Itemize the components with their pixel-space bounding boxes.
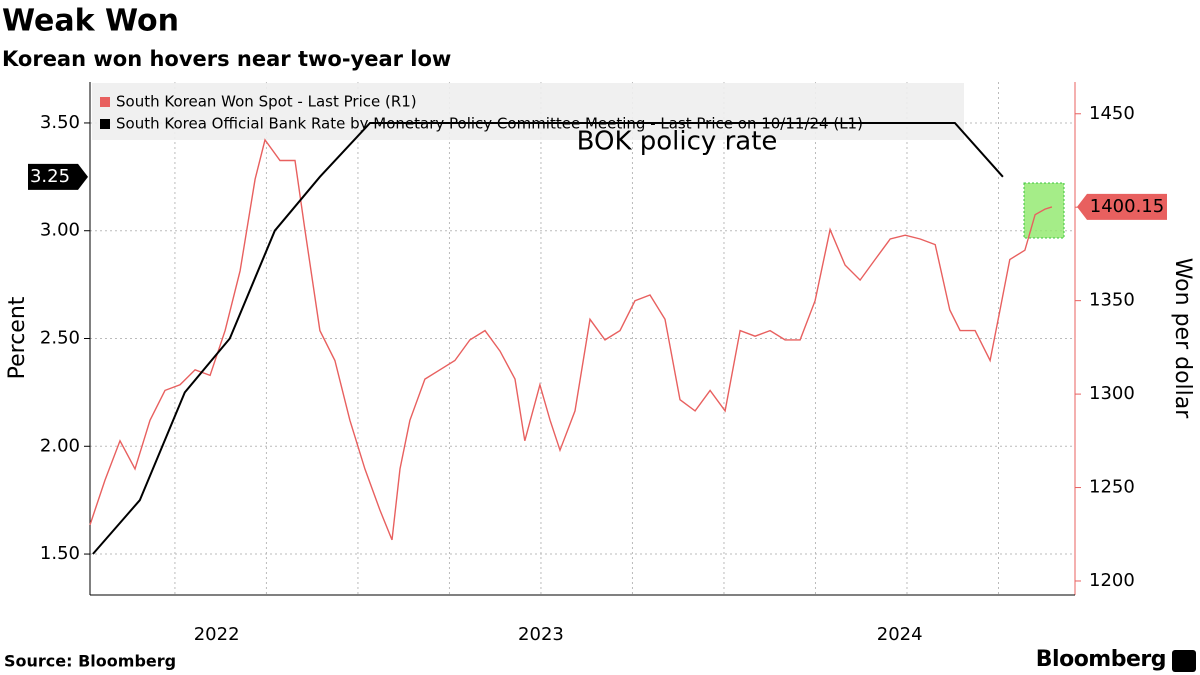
legend-box: [92, 83, 964, 140]
last-value-label: 3.25: [30, 166, 70, 187]
highlight: [1023, 182, 1065, 239]
y-tick-label: 1.50: [40, 543, 80, 564]
y2-tick-label: 1250: [1089, 477, 1135, 498]
y2-axis-label: Won per dollar: [1170, 258, 1195, 420]
x-tick-label: 2022: [194, 624, 240, 645]
y-tick-label: 2.50: [40, 328, 80, 349]
legend-label: South Korean Won Spot - Last Price (R1): [116, 93, 417, 111]
y2-tick-label: 1450: [1089, 103, 1135, 124]
brand: Bloomberg: [1036, 647, 1166, 672]
x-tick-label: 2024: [877, 624, 923, 645]
last-value-box: [28, 163, 88, 190]
chart-title: Weak Won: [2, 4, 179, 39]
rate-line: [92, 122, 1004, 555]
won-line: [89, 138, 1053, 541]
last-value-label: 1400.15: [1090, 196, 1164, 217]
legend-swatch: [100, 97, 110, 107]
y2-tick-label: 1350: [1089, 290, 1135, 311]
annotation: BOK policy rate: [577, 127, 778, 157]
x-tick-label: 2023: [518, 624, 564, 645]
y2-tick-label: 1200: [1089, 570, 1135, 591]
y-axis-label: Percent: [5, 296, 30, 379]
legend-swatch: [100, 119, 110, 129]
brand-icon: [1172, 650, 1196, 672]
y-tick-label: 3.50: [40, 112, 80, 133]
chart-subtitle: Korean won hovers near two-year low: [2, 47, 451, 71]
y-tick-label: 3.00: [40, 220, 80, 241]
last-value-box: [1077, 193, 1167, 220]
y-tick-label: 2.00: [40, 435, 80, 456]
y2-tick-label: 1300: [1089, 383, 1135, 404]
source: Source: Bloomberg: [4, 652, 176, 671]
